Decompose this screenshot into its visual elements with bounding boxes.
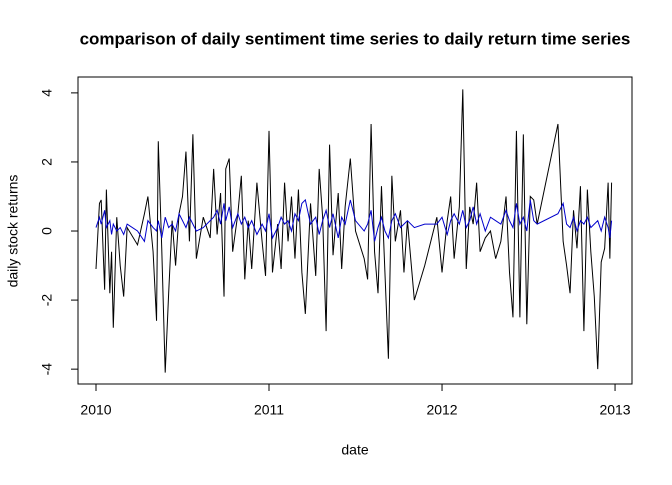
x-axis-label: date	[341, 442, 368, 458]
y-tick-label: -2	[39, 294, 55, 307]
x-tick-label: 2011	[254, 402, 284, 418]
chart-title: comparison of daily sentiment time serie…	[80, 29, 631, 48]
x-tick-label: 2010	[80, 402, 111, 418]
y-axis-label: daily stock returns	[5, 175, 21, 288]
series-line	[95, 89, 613, 373]
x-tick-label: 2013	[599, 402, 630, 418]
y-tick-label: 4	[39, 89, 55, 97]
x-tick-label: 2012	[426, 402, 457, 418]
series-line	[95, 198, 613, 243]
y-tick-label: 2	[39, 158, 55, 166]
y-tick-label: -4	[39, 363, 55, 376]
y-tick-label: 0	[39, 227, 55, 235]
